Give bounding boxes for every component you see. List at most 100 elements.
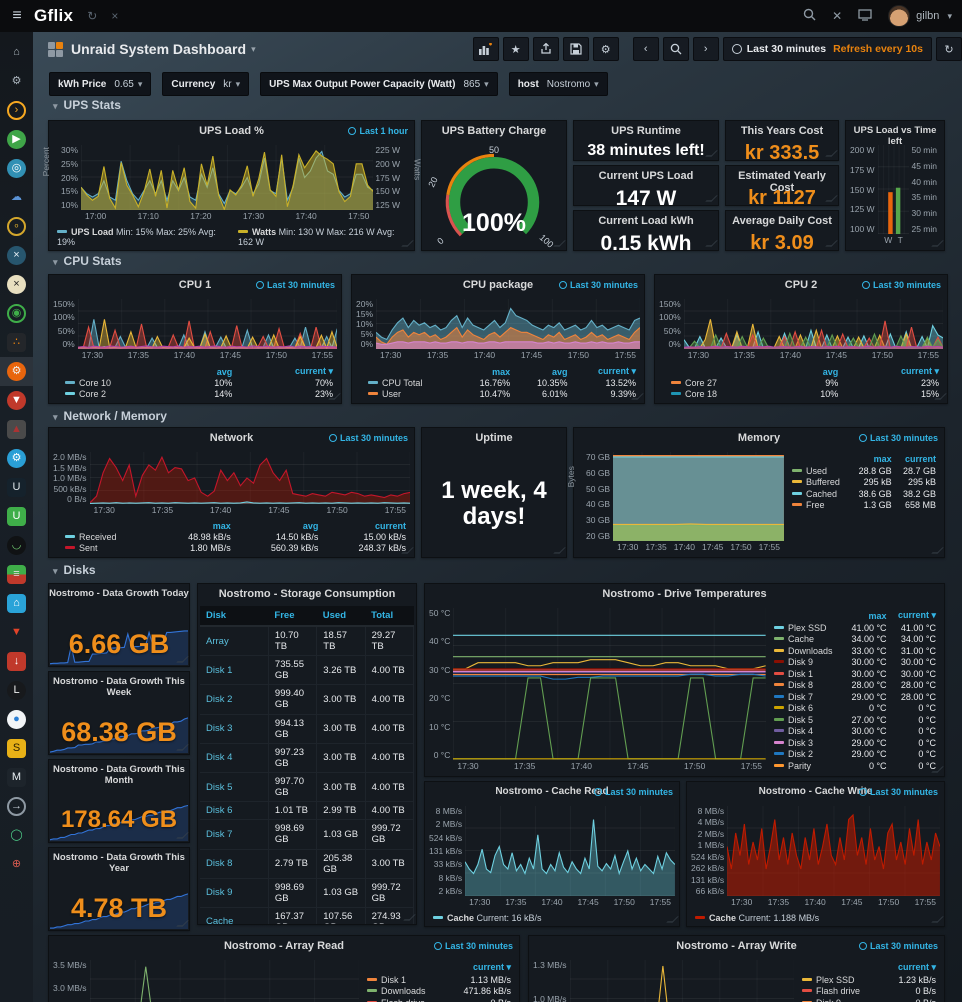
legend-row[interactable]: Core 2 14% 23%: [57, 389, 333, 400]
legend-row[interactable]: Core 10 10% 70%: [57, 378, 333, 389]
hamburger-menu-icon[interactable]: ≡: [12, 7, 22, 24]
legend-row[interactable]: Disk 9 30.00 °C 30.00 °C: [768, 657, 936, 669]
legend-item[interactable]: Watts Min: 130 W Max: 216 W Avg: 162 W: [237, 227, 395, 247]
legend-row[interactable]: Cached 38.6 GB 38.2 GB: [786, 489, 936, 501]
app-blue-x-icon[interactable]: ×: [0, 241, 33, 270]
legend-row[interactable]: Disk 4 30.00 °C 0 °C: [768, 726, 936, 738]
storage-col-header[interactable]: Used: [316, 606, 366, 627]
legend-row[interactable]: Core 27 9% 23%: [663, 378, 939, 389]
dashboard-title[interactable]: Unraid System Dashboard: [71, 41, 247, 57]
time-forward-button[interactable]: ›: [692, 37, 719, 61]
history-back-icon[interactable]: ↻: [87, 9, 98, 23]
network-graph[interactable]: [89, 452, 410, 504]
battery-gauge[interactable]: 0 20 50 100 100%: [422, 143, 566, 250]
section-cpu-stats[interactable]: ▾ CPU Stats: [53, 254, 122, 268]
legend-row[interactable]: CPU Total 16.76% 10.35% 13.52%: [360, 378, 636, 389]
legend-sort-column[interactable]: current ▾: [900, 366, 939, 376]
variable-currency[interactable]: Currency kr ▾: [162, 72, 250, 96]
user-menu[interactable]: gilbn ▾: [916, 10, 952, 22]
title-caret-icon[interactable]: ▾: [251, 43, 256, 54]
section-ups-stats[interactable]: ▾ UPS Stats: [53, 98, 121, 112]
legend-sort-column[interactable]: current ▾: [472, 962, 511, 972]
legend-sort-column[interactable]: avg: [216, 366, 233, 377]
variable-kwh-price[interactable]: kWh Price 0.65 ▾: [49, 72, 152, 96]
settings-gear-icon[interactable]: ⚙: [11, 75, 22, 87]
add-panel-button[interactable]: [472, 37, 499, 61]
legend-row[interactable]: Disk 90 B/s: [796, 998, 936, 1002]
legend-row[interactable]: Disk 1 30.00 °C 30.00 °C: [768, 669, 936, 681]
legend-sort-column[interactable]: current ▾: [897, 962, 936, 972]
legend-row[interactable]: Free 1.3 GB 658 MB: [786, 500, 936, 512]
legend-item[interactable]: Cache Current: 16 kB/s: [433, 913, 542, 923]
kiosk-mode-icon[interactable]: ✕: [832, 9, 843, 23]
legend-sort-column[interactable]: max: [868, 610, 887, 621]
variable-host[interactable]: host Nostromo ▾: [508, 72, 608, 96]
exit-arrow-icon[interactable]: →: [0, 792, 33, 821]
legend-sort-column[interactable]: current: [374, 521, 406, 531]
app-green-play-icon[interactable]: ▶: [0, 125, 33, 154]
app-green-ring-icon[interactable]: ◉: [0, 299, 33, 328]
share-button[interactable]: [532, 37, 559, 61]
legend-row[interactable]: Parity 0 °C 0 °C: [768, 761, 936, 773]
legend-row[interactable]: Disk 7 29.00 °C 28.00 °C: [768, 692, 936, 704]
time-range-picker[interactable]: Last 30 minutes Refresh every 10s: [722, 37, 932, 61]
home-assistant-icon[interactable]: ⌂: [0, 589, 33, 618]
section-disks[interactable]: ▾ Disks: [53, 563, 96, 577]
legend-row[interactable]: Sent 1.80 MB/s 560.39 kB/s 248.37 kB/s: [57, 543, 406, 554]
search-icon[interactable]: [803, 8, 816, 24]
legend-row[interactable]: Disk 2 29.00 °C 0 °C: [768, 749, 936, 761]
app-darkred-icon[interactable]: ▲: [0, 415, 33, 444]
display-icon[interactable]: [858, 8, 872, 24]
home-icon[interactable]: ⌂: [13, 46, 20, 58]
legend-sort-column[interactable]: avg: [551, 366, 568, 377]
memory-graph[interactable]: [613, 452, 784, 541]
cpu-package-graph[interactable]: [376, 299, 640, 349]
user-avatar[interactable]: [888, 5, 911, 27]
legend-row[interactable]: Disk 1 1.13 MB/s: [361, 975, 511, 987]
section-network-memory[interactable]: ▾ Network / Memory: [53, 409, 167, 423]
legend-sort-column[interactable]: current ▾: [897, 610, 936, 620]
legend-sort-column[interactable]: max: [212, 521, 231, 531]
legend-row[interactable]: Used 28.8 GB 28.7 GB: [786, 466, 936, 478]
grafana-gear-icon[interactable]: ⚙: [0, 357, 33, 386]
legend-row[interactable]: Core 18 10% 15%: [663, 389, 939, 400]
water-drop-icon[interactable]: ●: [0, 705, 33, 734]
cpu1-graph[interactable]: [77, 299, 337, 349]
legend-sort-column[interactable]: current: [904, 454, 936, 464]
cpu2-graph[interactable]: [683, 299, 943, 349]
storage-col-header[interactable]: Disk: [200, 606, 269, 627]
legend-row[interactable]: Downloads 471.86 kB/s: [361, 986, 511, 998]
github-icon[interactable]: ◯: [10, 829, 23, 841]
legend-row[interactable]: Received 48.98 kB/s 14.50 kB/s 15.00 kB/s: [57, 532, 406, 543]
app-cream-x-icon[interactable]: ×: [0, 270, 33, 299]
variable-ups-max-output[interactable]: UPS Max Output Power Capacity (Watt) 865 ▾: [260, 72, 498, 96]
ups-bars-graph[interactable]: [877, 145, 910, 234]
jackett-icon[interactable]: M: [0, 763, 33, 792]
ubiquiti-green-icon[interactable]: U: [0, 502, 33, 531]
legend-sort-column[interactable]: avg: [822, 366, 839, 377]
legend-item[interactable]: Cache Current: 1.188 MB/s: [695, 913, 819, 923]
close-icon[interactable]: ×: [111, 9, 119, 23]
download-app-icon[interactable]: ↓: [0, 647, 33, 676]
app-red-shield-icon[interactable]: ▼: [0, 386, 33, 415]
storage-col-header[interactable]: Free: [268, 606, 317, 627]
app-teal-media-icon[interactable]: ◎: [0, 154, 33, 183]
legend-sort-column[interactable]: max: [873, 454, 892, 464]
legend-row[interactable]: Downloads 33.00 °C 31.00 °C: [768, 646, 936, 658]
app-toggle-icon[interactable]: ≡: [0, 560, 33, 589]
refresh-button[interactable]: ↻: [936, 37, 962, 61]
legend-row[interactable]: Disk 8 28.00 °C 28.00 °C: [768, 680, 936, 692]
app-search-ring-icon[interactable]: ∘: [0, 212, 33, 241]
time-back-button[interactable]: ‹: [632, 37, 659, 61]
legend-row[interactable]: Disk 5 27.00 °C 0 °C: [768, 715, 936, 727]
sabnzbd-icon[interactable]: S: [0, 734, 33, 763]
storage-col-header[interactable]: Total: [365, 606, 414, 627]
gitlab-icon[interactable]: ▼: [11, 626, 22, 638]
cache-read-graph[interactable]: [465, 806, 675, 896]
lazy-librarian-icon[interactable]: L: [0, 676, 33, 705]
app-black-green-icon[interactable]: ◡: [0, 531, 33, 560]
zoom-out-button[interactable]: [662, 37, 689, 61]
